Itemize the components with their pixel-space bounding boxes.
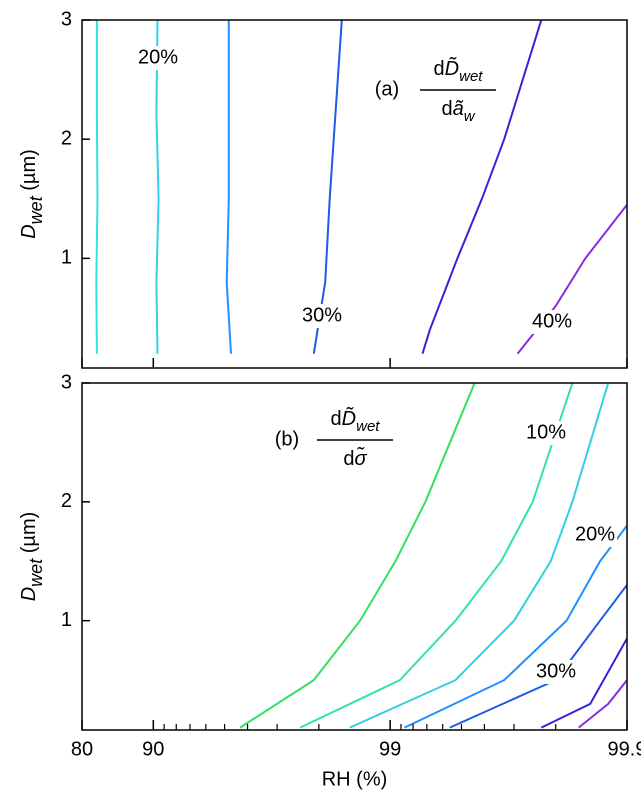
contour-label: 20% xyxy=(138,46,178,68)
label-bg xyxy=(534,660,578,684)
y-label-symbol: D xyxy=(18,587,40,601)
contour-line xyxy=(239,383,476,729)
label-bg xyxy=(136,46,180,70)
y-tick-label: 1 xyxy=(61,247,72,269)
panel-tag: (b) xyxy=(275,428,299,450)
y-tick-label: 2 xyxy=(61,127,72,149)
y-label-unit: (µm) xyxy=(18,149,40,196)
label-bg xyxy=(524,421,568,445)
contour-label: 10% xyxy=(526,421,566,443)
frac-symbol: D̃ xyxy=(342,406,356,430)
x-tick-label: 90 xyxy=(142,738,164,760)
x-axis-label: RH (%) xyxy=(322,768,388,790)
label-bg xyxy=(573,523,617,547)
contour-line xyxy=(421,20,543,354)
y-axis-label: Dwet (µm) xyxy=(18,149,45,239)
frac-subscript: wet xyxy=(356,418,380,435)
frac-subscript: w xyxy=(464,108,476,125)
panel: 10% 20% 30% 1 2 3 80 90 99 99.9 RH (%) Dwet (µm) (b)… xyxy=(18,371,641,790)
contour-label: 30% xyxy=(302,304,342,326)
panel-tag: (a) xyxy=(375,78,399,100)
contour-line xyxy=(578,679,627,729)
label-bg xyxy=(300,304,344,328)
y-label-unit: (µm) xyxy=(18,512,40,559)
frac-symbol: ã xyxy=(453,98,464,120)
label-bg xyxy=(530,310,574,334)
y-tick-label: 3 xyxy=(61,371,72,393)
frac-d: d xyxy=(434,58,445,80)
x-tick-label: 80 xyxy=(71,738,93,760)
contour-line xyxy=(299,383,574,729)
frac-d: d xyxy=(331,408,342,430)
annotation-denominator: dãw xyxy=(441,98,475,125)
annotation-numerator: dD̃wet xyxy=(434,56,484,85)
plot-frame xyxy=(81,382,628,731)
annotation-numerator: dD̃wet xyxy=(331,406,381,435)
contour-line xyxy=(449,584,627,729)
frac-d: d xyxy=(441,98,452,120)
y-tick-label: 2 xyxy=(61,490,72,512)
y-axis-label: Dwet (µm) xyxy=(18,512,45,602)
frac-subscript: wet xyxy=(459,68,483,85)
contour-label: 30% xyxy=(536,660,576,682)
contour-line xyxy=(95,20,99,354)
y-label-symbol: D xyxy=(18,224,40,238)
y-tick-label: 3 xyxy=(61,8,72,30)
annotation-denominator: dσ̃ xyxy=(343,446,367,470)
y-tick-label: 1 xyxy=(61,609,72,631)
contour-line xyxy=(349,383,610,729)
contour-label: 20% xyxy=(575,523,615,545)
contour-line xyxy=(540,638,627,729)
plot-frame xyxy=(81,19,628,369)
contour-line xyxy=(155,20,160,354)
frac-symbol: D̃ xyxy=(445,56,459,80)
y-label-subscript: wet xyxy=(26,195,46,224)
frac-symbol: σ̃ xyxy=(355,446,368,470)
x-tick-label: 99 xyxy=(379,738,401,760)
frac-d: d xyxy=(343,448,354,470)
x-tick-label: 99.9 xyxy=(608,738,641,760)
contour-label: 40% xyxy=(532,310,572,332)
contour-line xyxy=(225,20,232,354)
contour-line xyxy=(404,524,627,729)
y-label-subscript: wet xyxy=(26,558,46,587)
